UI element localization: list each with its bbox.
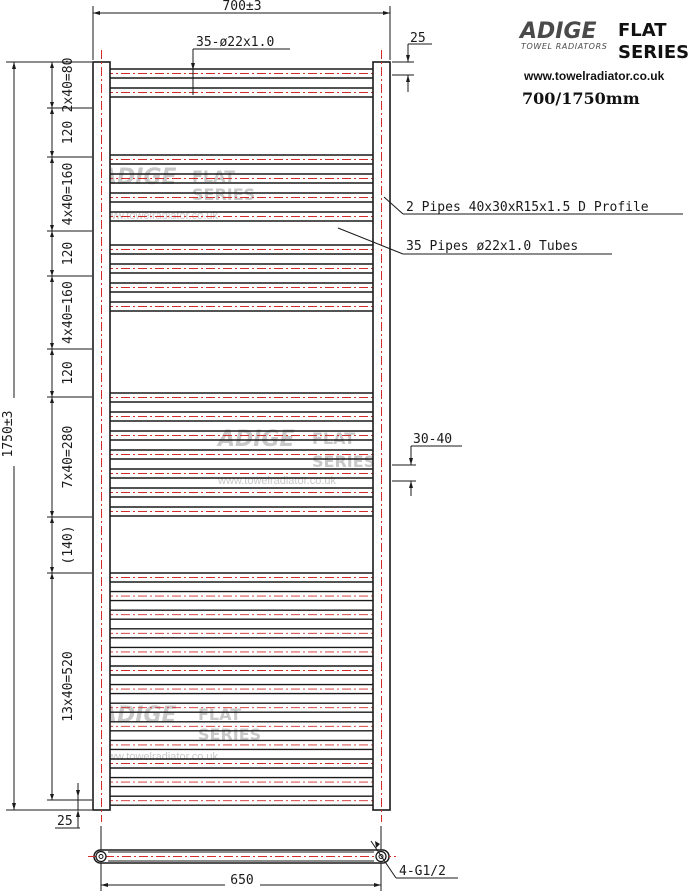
bottom-offset-dimension: 25 (55, 783, 80, 829)
horizontal-tube (104, 392, 380, 403)
right-vertical-pipe (372, 50, 391, 822)
horizontal-tube (104, 776, 380, 788)
top-offset-label: 25 (410, 31, 426, 46)
tubes-callout-label: 35 Pipes ø22x1.0 Tubes (406, 239, 578, 254)
overall-width-dimension: 700±3 (92, 0, 391, 60)
watermark-logo: ADIGE (98, 165, 177, 190)
watermark-flat: FLAT (312, 429, 355, 448)
bottom-view: 650 4-G1/2 (88, 826, 458, 891)
horizontal-tube (104, 154, 380, 165)
profile-callout: 2 Pipes 40x30xR15x1.5 D Profile (383, 196, 683, 215)
horizontal-tube (104, 173, 380, 184)
connection-label: 4-G1/2 (399, 864, 446, 879)
rail-spec-label: 35-ø22x1.0 (196, 35, 274, 50)
rail-spec-leader: 35-ø22x1.0 (191, 35, 290, 95)
watermark-flat: FLAT (198, 705, 241, 724)
horizontal-tube (104, 683, 380, 695)
horizontal-tube (104, 301, 380, 312)
model-size-text: 700/1750mm (522, 89, 640, 108)
horizontal-tube (104, 646, 380, 658)
watermark-series: SERIES (192, 185, 255, 204)
horizontal-tube (104, 211, 380, 222)
left-vertical-pipe (92, 50, 111, 822)
logo-word: ADIGE (518, 19, 597, 44)
horizontal-tube (104, 628, 380, 639)
section-dimension-label: 7x40=280 (61, 426, 76, 489)
horizontal-tubes (104, 68, 380, 806)
rail-gap-label: 30-40 (413, 432, 452, 447)
section-dimension-label: 120 (61, 242, 76, 265)
watermark-logo: ADIGE (98, 703, 177, 728)
watermark-url: www.towelradiator.co.uk (99, 210, 218, 222)
section-dimension-label: 4x40=160 (61, 163, 76, 226)
horizontal-tube (104, 263, 380, 274)
horizontal-tube (104, 609, 380, 620)
horizontal-tube (104, 506, 380, 517)
left-valve-connection (95, 850, 107, 863)
horizontal-tube (104, 449, 380, 460)
section-dimension-label: 13x40=520 (61, 651, 76, 721)
horizontal-tube (104, 590, 380, 602)
watermark-series: SERIES (312, 452, 375, 471)
horizontal-tube (104, 192, 380, 203)
horizontal-tube (104, 758, 380, 769)
overall-width-label: 700±3 (222, 0, 261, 14)
section-dimension-label: 120 (61, 361, 76, 384)
section-dimension-label: 4x40=160 (61, 281, 76, 344)
horizontal-tube (104, 665, 380, 676)
horizontal-tube (104, 739, 380, 751)
horizontal-tube (104, 282, 380, 293)
watermark-series: SERIES (198, 725, 261, 744)
tubes-callout: 35 Pipes ø22x1.0 Tubes (337, 227, 612, 255)
horizontal-tube (104, 430, 380, 441)
watermark-flat: FLAT (192, 167, 235, 186)
website-text: www.towelradiator.co.uk (523, 69, 665, 83)
flat-label: FLAT (618, 20, 667, 41)
profile-callout-label: 2 Pipes 40x30xR15x1.5 D Profile (406, 200, 649, 215)
watermark-3: ADIGE FLAT SERIES www.towelradiator.co.u… (98, 703, 261, 763)
top-offset-dimension: 25 (392, 31, 432, 92)
horizontal-tube (104, 244, 380, 255)
section-dimension-label: (140) (61, 525, 76, 564)
watermark-url: www.towelradiator.co.uk (99, 751, 218, 763)
horizontal-tube (104, 702, 380, 713)
watermark-url: www.towelradiator.co.uk (217, 475, 336, 487)
bottom-width-label: 650 (230, 873, 253, 888)
horizontal-tube (104, 721, 380, 732)
rail-gap-dimension: 30-40 (392, 432, 462, 496)
horizontal-tube (104, 411, 380, 422)
section-dimensions: 2x40=80 120 4x40=160 120 4x40=160 120 7x40=280… (47, 58, 92, 801)
horizontal-tube (104, 87, 380, 98)
brand-logo: ADIGE TOWEL RADIATORS (518, 19, 607, 51)
horizontal-tube (104, 468, 380, 479)
watermark-1: ADIGE FLAT SERIES www.towelradiator.co.u… (98, 165, 255, 222)
horizontal-tube (104, 68, 380, 79)
horizontal-tube (104, 572, 380, 583)
horizontal-tube (104, 795, 380, 806)
series-label: SERIES (618, 42, 689, 63)
logo-subtitle: TOWEL RADIATORS (521, 42, 607, 51)
horizontal-tube (104, 487, 380, 498)
overall-height-label: 1750±3 (1, 411, 16, 458)
section-dimension-label: 120 (61, 121, 76, 144)
bottom-offset-label: 25 (57, 814, 73, 829)
section-dimension-label: 2x40=80 (61, 58, 76, 113)
overall-height-dimension: 1750±3 (1, 61, 92, 811)
